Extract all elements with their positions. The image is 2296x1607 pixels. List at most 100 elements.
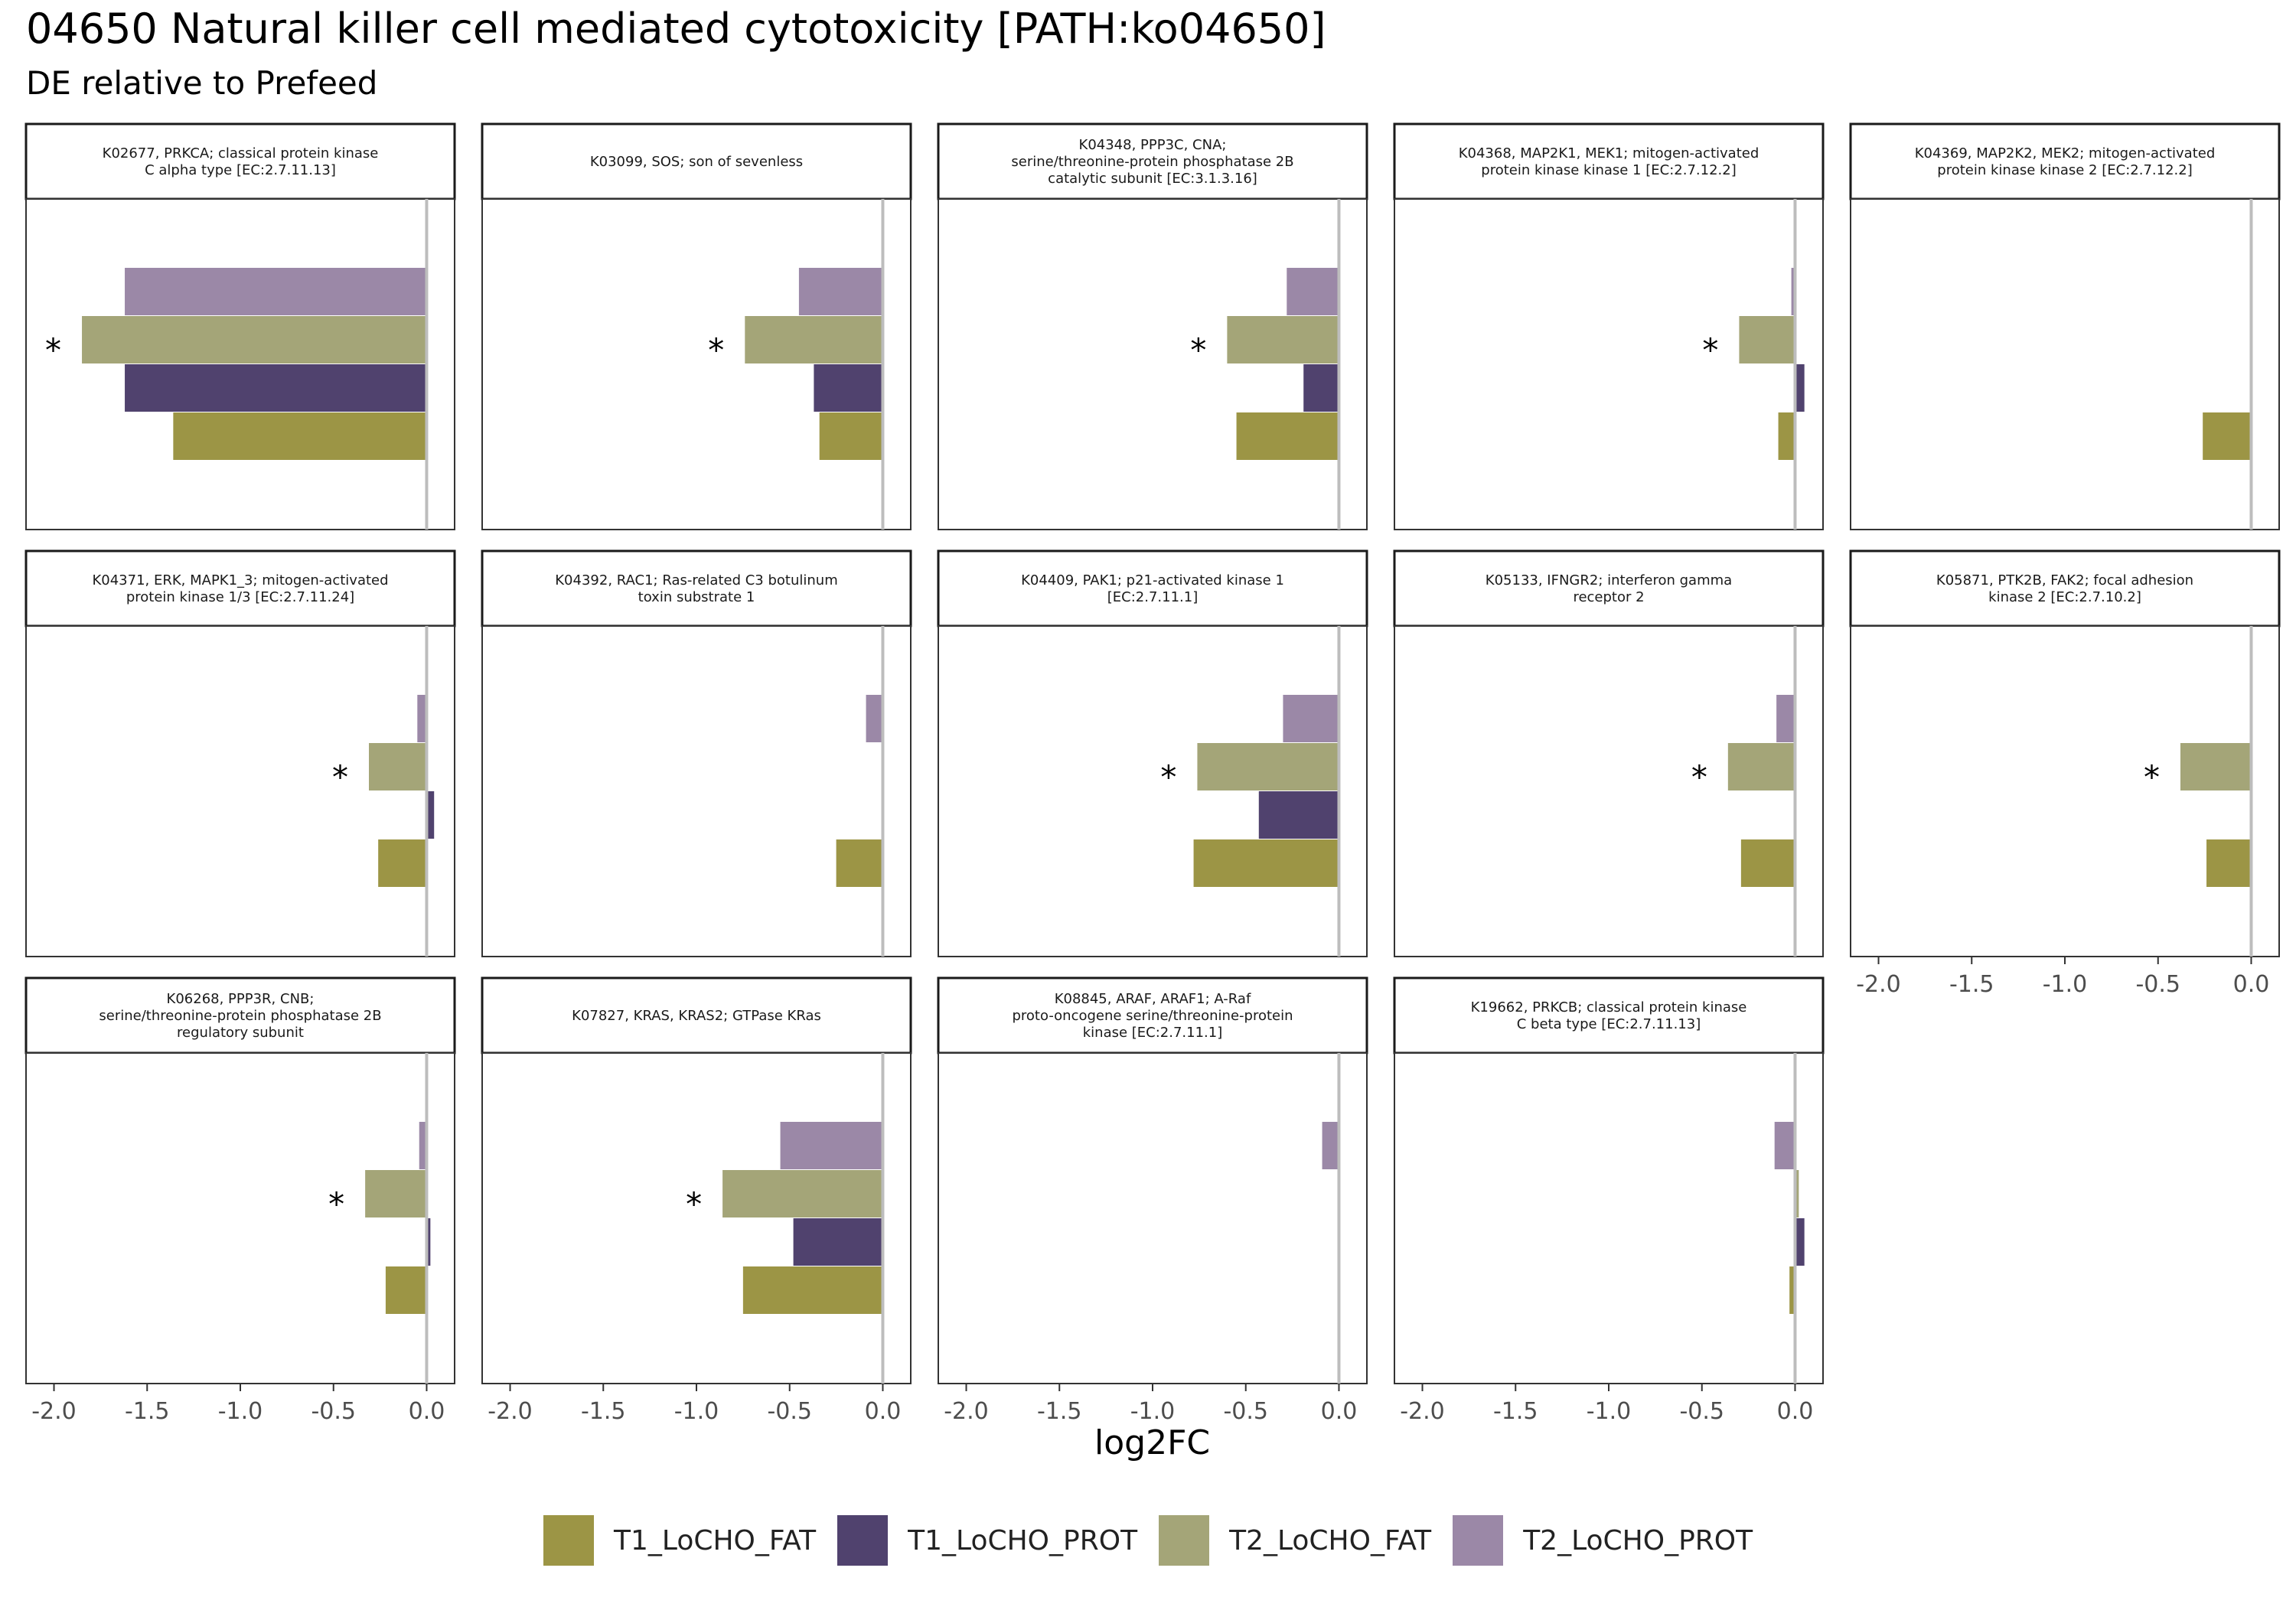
legend-item-t2-locho-fat: T2_LoCHO_FAT	[1159, 1515, 1431, 1566]
x-tick-label: -1.5	[1949, 971, 1994, 998]
facet-strip-label: kinase 2 [EC:2.7.10.2]	[1988, 589, 2141, 605]
x-tick-label: -2.0	[488, 1398, 533, 1425]
bar-t2-locho-fat	[82, 316, 427, 363]
significance-marker: *	[2144, 758, 2160, 796]
facet-strip	[937, 549, 1368, 627]
facet-strip-label: K03099, SOS; son of sevenless	[590, 154, 803, 170]
facet-strip	[1393, 976, 1825, 1054]
facet-strip-label: [EC:2.7.11.1]	[1107, 589, 1198, 605]
bar-t2-locho-fat	[1227, 316, 1339, 363]
significance-marker: *	[328, 1185, 344, 1223]
facet-strip	[1849, 549, 2281, 627]
facet-strip-label: K04409, PAK1; p21-activated kinase 1	[1021, 572, 1284, 588]
legend-key	[1159, 1515, 1210, 1566]
bar-t1-locho-prot	[1795, 364, 1805, 412]
bar-t2-locho-prot	[1776, 695, 1795, 742]
bar-t2-locho-prot	[1322, 1122, 1339, 1169]
x-tick-label: -1.0	[1130, 1398, 1176, 1425]
x-tick-label: 0.0	[1777, 1398, 1814, 1425]
x-tick-label: -0.5	[2135, 971, 2180, 998]
facet-panel	[1394, 198, 1824, 530]
page-subtitle: DE relative to Prefeed	[26, 64, 378, 102]
facet-strip-label: K05133, IFNGR2; interferon gamma	[1486, 572, 1732, 588]
facet-strip-label: protein kinase 1/3 [EC:2.7.11.24]	[126, 589, 354, 605]
facet-strip	[1849, 122, 2281, 200]
significance-marker: *	[686, 1185, 702, 1223]
facet-strip-label: K08845, ARAF, ARAF1; A-Raf	[1055, 991, 1251, 1007]
facet-strip-label: serine/threonine-protein phosphatase 2B	[99, 1008, 381, 1024]
facet-panel	[1850, 625, 2280, 957]
facet-panel	[1394, 625, 1824, 957]
bar-t2-locho-fat	[745, 316, 883, 363]
x-tick-label: -1.5	[1493, 1398, 1538, 1425]
legend-key	[543, 1515, 594, 1566]
legend-item-t2-locho-prot: T2_LoCHO_PROT	[1453, 1515, 1753, 1566]
legend-label: T1_LoCHO_PROT	[908, 1524, 1138, 1556]
legend-key	[837, 1515, 889, 1566]
facet-strip	[24, 122, 456, 200]
significance-marker: *	[1160, 758, 1176, 796]
significance-marker: *	[1702, 331, 1718, 369]
bar-t2-locho-fat	[1739, 316, 1795, 363]
facet-strip-label: K07827, KRAS, KRAS2; GTPase KRas	[572, 1008, 821, 1024]
legend: T1_LoCHO_FAT T1_LoCHO_PROT T2_LoCHO_FAT …	[543, 1515, 1774, 1566]
bar-t1-locho-fat	[819, 412, 883, 460]
facet-strip	[937, 976, 1368, 1054]
x-tick-label: -0.5	[1223, 1398, 1268, 1425]
facet-strip-label: catalytic subunit [EC:3.1.3.16]	[1048, 171, 1257, 187]
facet-strip-label: serine/threonine-protein phosphatase 2B	[1011, 154, 1293, 170]
legend-item-t1-locho-prot: T1_LoCHO_PROT	[837, 1515, 1137, 1566]
facet-strip-label: kinase [EC:2.7.11.1]	[1083, 1025, 1223, 1041]
x-tick-label: 0.0	[2233, 971, 2270, 998]
x-tick-label: -1.5	[125, 1398, 170, 1425]
significance-marker: *	[332, 758, 348, 796]
bar-t2-locho-fat	[1795, 1170, 1799, 1217]
facet-strip-label: K04369, MAP2K2, MEK2; mitogen-activated	[1915, 145, 2216, 161]
facet-strip	[481, 122, 912, 200]
legend-label: T2_LoCHO_FAT	[1229, 1524, 1432, 1556]
bar-t1-locho-fat	[2203, 412, 2252, 460]
facet-strip-label: K04368, MAP2K1, MEK1; mitogen-activated	[1459, 145, 1760, 161]
facet-strip-label: protein kinase kinase 1 [EC:2.7.12.2]	[1481, 162, 1736, 178]
bar-t2-locho-prot	[1283, 695, 1339, 742]
x-tick-label: -1.0	[2043, 971, 2088, 998]
facet-panel	[1850, 198, 2280, 530]
facet-strip-label: C alpha type [EC:2.7.11.13]	[145, 162, 336, 178]
bar-t2-locho-fat	[365, 1170, 427, 1217]
legend-label: T2_LoCHO_PROT	[1523, 1524, 1753, 1556]
bar-t2-locho-fat	[722, 1170, 883, 1217]
bar-t1-locho-fat	[1236, 412, 1339, 460]
facet-strip	[24, 549, 456, 627]
x-tick-label: -2.0	[1400, 1398, 1445, 1425]
bar-t2-locho-prot	[125, 268, 427, 315]
facet-panel	[25, 1052, 455, 1384]
bar-t1-locho-prot	[814, 364, 883, 412]
bar-t1-locho-prot	[125, 364, 427, 412]
bar-t1-locho-fat	[378, 839, 427, 887]
bar-t1-locho-prot	[793, 1218, 883, 1266]
significance-marker: *	[1190, 331, 1206, 369]
bar-t2-locho-fat	[2180, 743, 2252, 790]
facet-strip-label: K04392, RAC1; Ras-related C3 botulinum	[555, 572, 838, 588]
x-axis-label: log2FC	[1094, 1423, 1211, 1462]
x-tick-label: -1.0	[674, 1398, 719, 1425]
page-title: 04650 Natural killer cell mediated cytot…	[26, 5, 1326, 53]
facet-strip	[937, 122, 1368, 200]
x-tick-label: -1.5	[581, 1398, 626, 1425]
x-tick-label: -2.0	[1856, 971, 1901, 998]
legend-label: T1_LoCHO_FAT	[614, 1524, 817, 1556]
bar-t2-locho-prot	[1287, 268, 1339, 315]
facet-strip-label: receptor 2	[1573, 589, 1644, 605]
bar-t2-locho-prot	[1791, 268, 1795, 315]
legend-item-t1-locho-fat: T1_LoCHO_FAT	[543, 1515, 816, 1566]
bar-t2-locho-prot	[866, 695, 883, 742]
x-tick-label: -1.0	[1587, 1398, 1632, 1425]
legend-key	[1453, 1515, 1504, 1566]
bar-t1-locho-fat	[1740, 839, 1795, 887]
facet-strip-label: K04348, PPP3C, CNA;	[1079, 137, 1227, 153]
x-tick-label: -2.0	[944, 1398, 989, 1425]
x-tick-label: -0.5	[767, 1398, 812, 1425]
x-tick-label: -0.5	[311, 1398, 356, 1425]
facet-strip-label: protein kinase kinase 2 [EC:2.7.12.2]	[1937, 162, 2192, 178]
